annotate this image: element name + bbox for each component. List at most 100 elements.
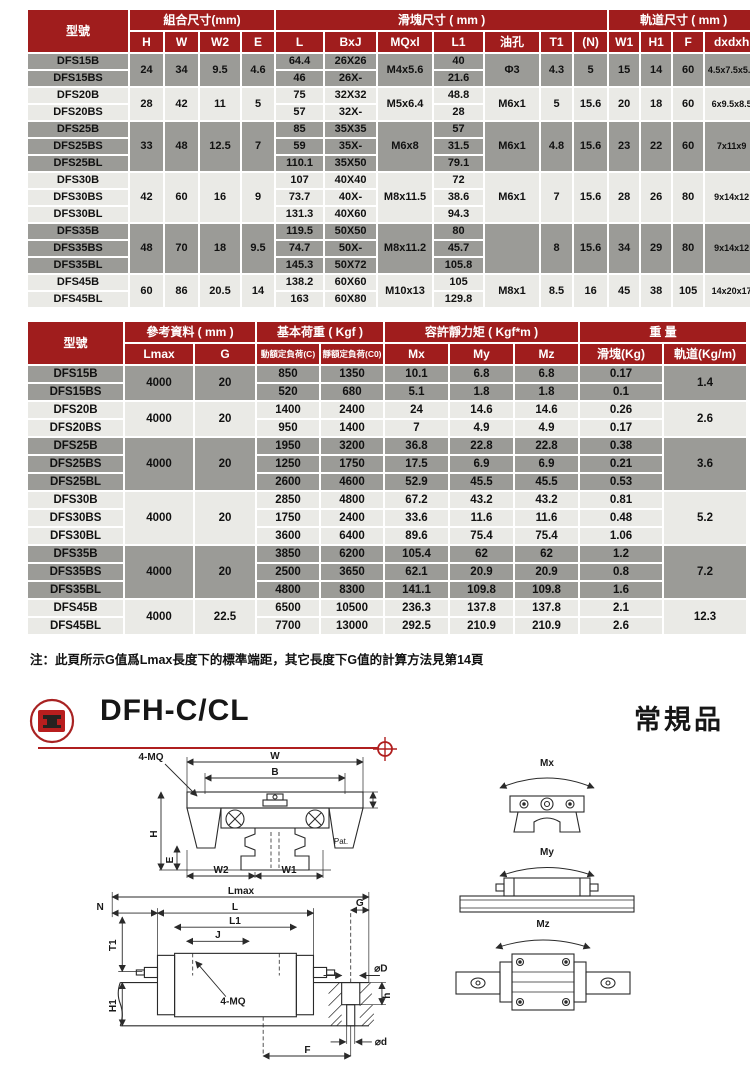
cell: 105.8 (434, 258, 484, 273)
cell: 1400 (257, 402, 319, 418)
cell: 33 (130, 122, 163, 171)
cell: 107 (276, 173, 324, 188)
model-cell: DFS35BS (28, 564, 123, 580)
cell: 163 (276, 292, 324, 307)
cell: 520 (257, 384, 319, 400)
model-cell: DFS20BS (28, 105, 128, 120)
column-header: (N) (574, 32, 608, 52)
cell: 4.5x7.5x5.3 (705, 54, 750, 86)
cell: 2400 (321, 402, 383, 418)
cell: 3650 (321, 564, 383, 580)
cell: 20.5 (200, 275, 240, 307)
cell: 20.9 (450, 564, 513, 580)
model-group: DFS45B 60 86 20.5 14 138.2 60X60 M10x13 … (28, 275, 750, 307)
column-header: Mz (515, 344, 579, 364)
rail-profile (240, 827, 310, 871)
column-header: My (450, 344, 513, 364)
cell: 4.8 (541, 122, 573, 171)
model-cell: DFS20B (28, 402, 123, 418)
cell: 0.1 (580, 384, 663, 400)
model-cell: DFS45BL (28, 618, 123, 634)
dim-label-4mq: 4-MQ (220, 997, 245, 1008)
model-group: DFS30B 42 60 16 9 107 40X40 M8x11.5 72 M… (28, 173, 750, 222)
cell: 7 (541, 173, 573, 222)
model-group: DFS45B 4000 22.5 6500 10500 236.3 137.8 … (28, 600, 747, 634)
model-cell: DFS25BS (28, 139, 128, 154)
cell: 210.9 (450, 618, 513, 634)
column-header: E (242, 32, 275, 52)
model-cell: DFS30B (28, 492, 123, 508)
cell: 0.26 (580, 402, 663, 418)
dim-label-g: G (356, 898, 364, 909)
cell: 16 (574, 275, 608, 307)
column-header: 軌道(Kg/m) (664, 344, 747, 364)
cell: Φ3 (485, 54, 540, 86)
cell: 22 (641, 122, 672, 171)
cell: 105 (434, 275, 484, 290)
side-view-drawing: Lmax N L L1 J T1 H1 G ⌀D h ⌀d F 4-MQ (96, 886, 393, 1060)
dimension-lines: W B H E W2 W1 4-MQ (139, 751, 378, 880)
cell: M6x1 (485, 122, 540, 171)
cell: 3200 (321, 438, 383, 454)
cell: 22.5 (195, 600, 255, 634)
cell: 6x9.5x8.5 (705, 88, 750, 120)
cell: M8x11.2 (378, 224, 433, 273)
cell: 10500 (321, 600, 383, 616)
cell: 6500 (257, 600, 319, 616)
table-row: DFS30BS 73.7 40X- 38.6 (28, 190, 750, 205)
carriage-side-outline (135, 952, 336, 1018)
cell: 145.3 (276, 258, 324, 273)
cell: 1750 (321, 456, 383, 472)
cell: 50X72 (325, 258, 377, 273)
cell: 10.1 (385, 366, 448, 382)
block-front-mini (509, 795, 585, 833)
cell: 28 (434, 105, 484, 120)
dim-label-l1: L1 (229, 916, 241, 927)
model-cell: DFS15B (28, 54, 128, 69)
cell: 7700 (257, 618, 319, 634)
guide-block-glyph (43, 715, 61, 728)
column-group-weight: 重 量 (580, 322, 747, 342)
cell: 24 (385, 402, 448, 418)
cell: M6x1 (485, 173, 540, 222)
cell: 89.6 (385, 528, 448, 544)
cell: 62 (450, 546, 513, 562)
dim-label-b: B (271, 767, 278, 778)
cell: M5x6.4 (378, 88, 433, 120)
dim-label-lmax: Lmax (228, 886, 255, 897)
cell: 7x11x9 (705, 122, 750, 171)
cell: 7 (385, 420, 448, 436)
dim-label-dd: ⌀d (375, 1037, 387, 1048)
cell: 4600 (321, 474, 383, 490)
cell: 12.3 (664, 600, 747, 634)
cell: 45.7 (434, 241, 484, 256)
cell: 80 (673, 173, 704, 222)
cell: 24 (130, 54, 163, 86)
cell: 20 (195, 402, 255, 436)
cell: 64.4 (276, 54, 324, 69)
cell: 38 (641, 275, 672, 307)
column-header: 油孔 (485, 32, 540, 52)
moment-arrow (499, 777, 595, 789)
cell: 0.17 (580, 366, 663, 382)
cell: 67.2 (385, 492, 448, 508)
cell: 0.17 (580, 420, 663, 436)
cell: 21.6 (434, 71, 484, 86)
product-category-label: 常規品 (634, 705, 724, 735)
cell: 12.5 (200, 122, 240, 171)
model-group: DFS20B 4000 20 1400 2400 24 14.6 14.6 0.… (28, 402, 747, 436)
moment-label-my: My (540, 847, 554, 858)
cell: 0.38 (580, 438, 663, 454)
dim-label-h1: H1 (108, 999, 119, 1012)
table-row: DFS45B 4000 22.5 6500 10500 236.3 137.8 … (28, 600, 747, 634)
cell: 4000 (125, 438, 193, 490)
cell: 50X- (325, 241, 377, 256)
cell: 14 (641, 54, 672, 86)
cell: 4.9 (515, 420, 579, 436)
cell: 36.8 (385, 438, 448, 454)
title-underline (38, 747, 378, 749)
cell: 5 (541, 88, 573, 120)
cell: 16 (200, 173, 240, 222)
cell: 60 (673, 88, 704, 120)
